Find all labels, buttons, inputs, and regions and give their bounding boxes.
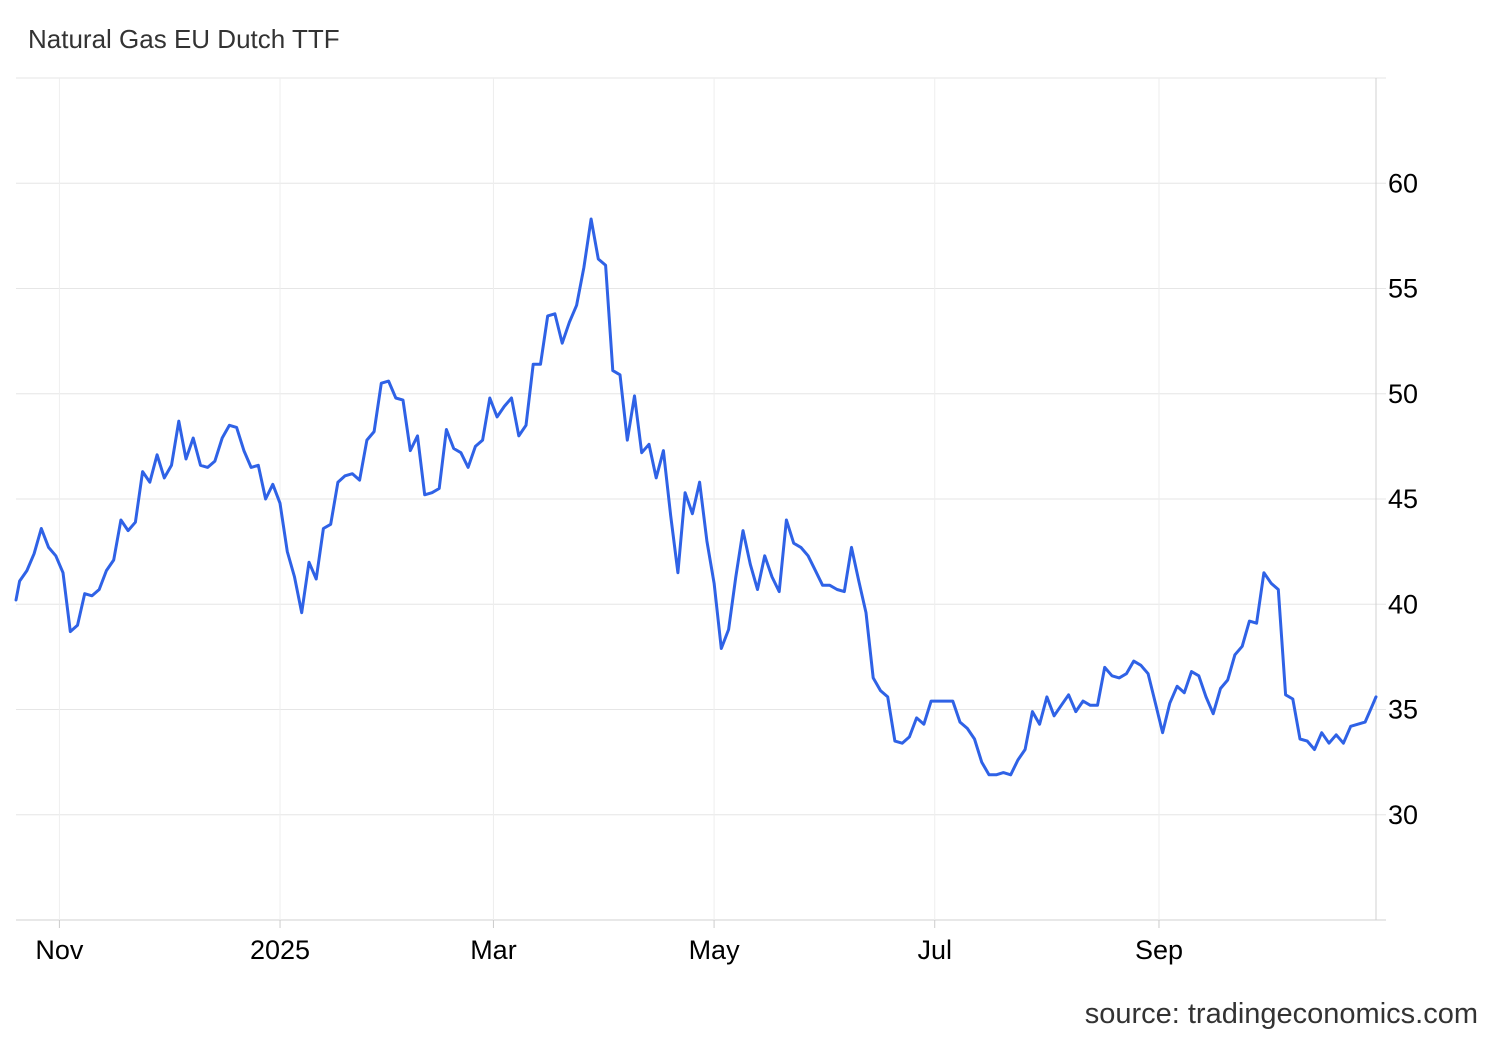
x-tick-label: Mar: [470, 935, 517, 965]
y-tick-label: 60: [1388, 168, 1418, 198]
series-group: [14, 217, 1378, 777]
x-tick-label: Jul: [917, 935, 952, 965]
y-tick-label: 30: [1388, 800, 1418, 830]
x-tick-label: Sep: [1135, 935, 1183, 965]
source-label: source: tradingeconomics.com: [1084, 998, 1478, 1030]
x-tick-label: Nov: [35, 935, 84, 965]
y-axis: 30 35 40 45 50 55 60: [1375, 78, 1418, 920]
x-tick-label: May: [689, 935, 741, 965]
y-tick-label: 35: [1388, 695, 1418, 725]
series-line: [14, 217, 1378, 777]
x-tick-label: 2025: [250, 935, 310, 965]
chart-title: Natural Gas EU Dutch TTF: [28, 24, 340, 54]
y-tick-label: 40: [1388, 589, 1418, 619]
y-tick-label: 50: [1388, 379, 1418, 409]
y-tick-label: 45: [1388, 484, 1418, 514]
vertical-gridlines: [58, 78, 1160, 920]
x-axis: Nov 2025 Mar May Jul Sep: [35, 920, 1183, 965]
y-tick-label: 55: [1388, 274, 1418, 304]
